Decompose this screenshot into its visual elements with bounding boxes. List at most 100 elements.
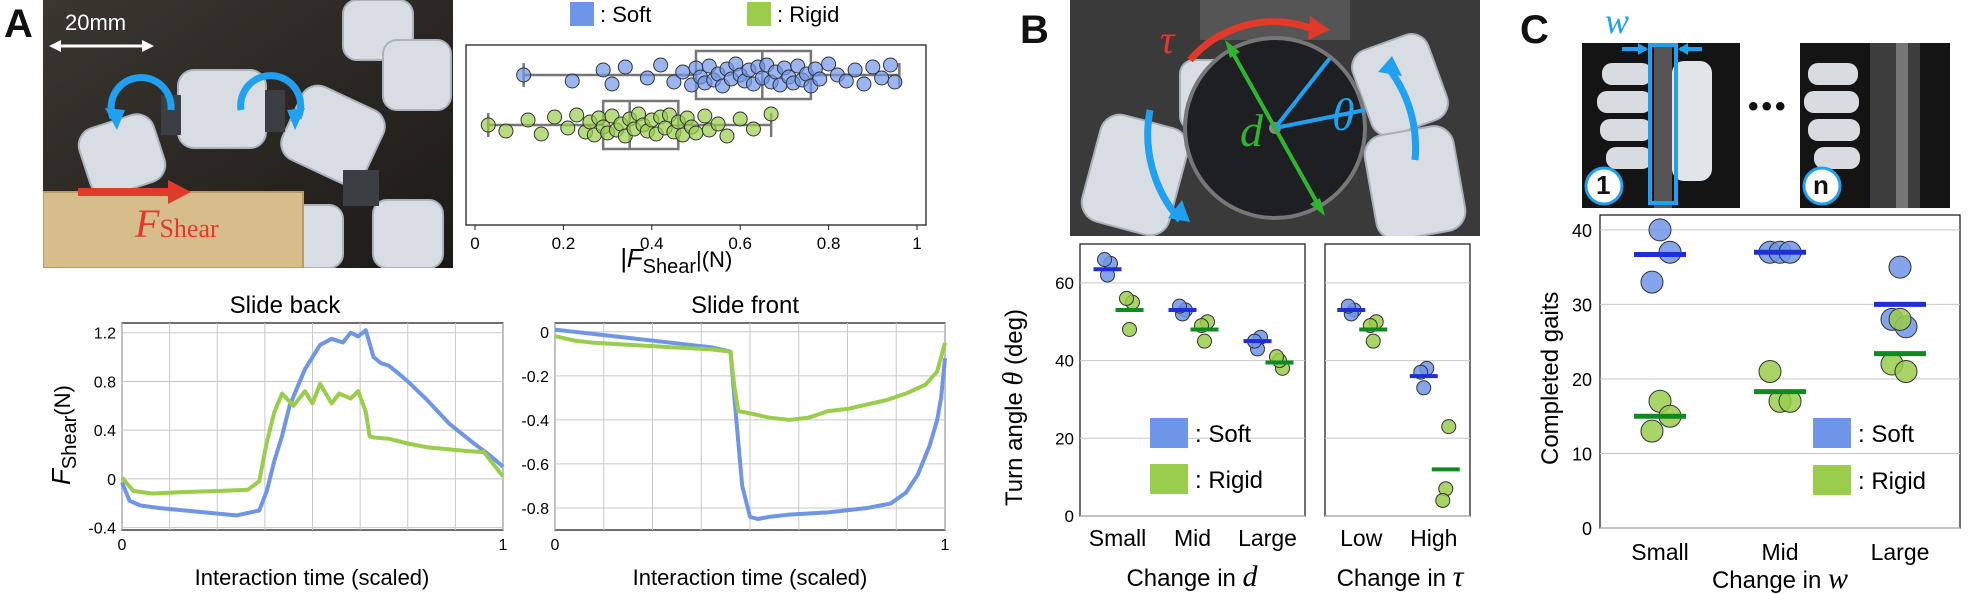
boxplot-point: [666, 74, 682, 90]
gaits-xlabel: Change in w: [1712, 562, 1848, 594]
boxplot-point: [865, 59, 881, 75]
gaits-xlabel-text: Change in: [1712, 567, 1821, 594]
boxplot-point: [516, 67, 532, 83]
diameter-arrow: [1228, 47, 1322, 209]
gaits-legend-rigid-label: : Rigid: [1858, 468, 1926, 495]
legend-rigid-swatch: [747, 2, 771, 26]
finger-joints: [161, 90, 379, 206]
rotation-arrow-right: [237, 72, 305, 120]
point-rigid: [1122, 321, 1137, 337]
xtick-label: Small: [1089, 525, 1147, 551]
gaits-xlabel-sym: w: [1828, 562, 1848, 594]
point-rigid: [1197, 333, 1212, 349]
turn-legend-rigid-swatch: [1150, 464, 1188, 494]
ytick-label: -0.2: [521, 369, 549, 386]
turn-legend-soft-swatch: [1150, 418, 1188, 448]
force-label-main: F: [135, 201, 160, 246]
turn-angle-plot-area-tau: [1324, 243, 1471, 517]
ytick-label: -0.4: [88, 521, 116, 538]
boxplot-point: [821, 56, 837, 72]
point-rigid: [1441, 419, 1457, 435]
hand-fingers-n: [1804, 63, 1860, 169]
photo-hand-large-width: n: [1800, 43, 1950, 208]
series-line-soft: [120, 328, 505, 518]
point-soft: [1648, 218, 1672, 242]
turn-xlabel-d-sym: d: [1243, 560, 1259, 593]
ytick-label: 0: [107, 472, 116, 489]
boxplot-point: [763, 106, 779, 122]
boxplot-xlabel-tail: |(N): [696, 247, 732, 272]
xtick-label: Mid: [1174, 525, 1211, 551]
ytick-label: 0: [1582, 519, 1592, 539]
xtick-label: 1: [941, 537, 950, 554]
turn-xlabel-tau-text: Change in: [1337, 565, 1446, 592]
boxplot-point: [719, 128, 735, 144]
turn-angle-ylabel-tail: (deg): [1001, 309, 1028, 365]
boxplot-point: [520, 112, 536, 128]
boxplot-point: [533, 126, 549, 142]
boxplot-xlabel-main: |F: [620, 243, 645, 273]
legend-soft-label: : Soft: [600, 2, 651, 27]
ytick-label: 0: [1065, 507, 1074, 526]
photo-c1-illustration: [1582, 43, 1740, 208]
boxplot-xtick-label: 0.2: [552, 234, 576, 253]
turn-angle-plot-area-d: [1079, 243, 1306, 517]
slide-back-xlabel: Interaction time (scaled): [195, 565, 430, 590]
turn-xlabel-tau-sym: τ: [1453, 560, 1465, 593]
ytick-label: 10: [1572, 444, 1592, 464]
ytick-label: 0.4: [94, 423, 116, 440]
boxplot-point: [882, 57, 898, 73]
force-label: FShear: [135, 200, 219, 247]
photo-a-illustration: [43, 0, 453, 268]
xtick-label: Mid: [1761, 539, 1798, 565]
slide-back-title: Slide back: [230, 292, 342, 319]
boxplot-point: [480, 117, 496, 133]
boxplot-point: [697, 108, 713, 124]
boxplot-xtick-label: 0.4: [640, 234, 664, 253]
photo-disk-rotation: τ d θ: [1070, 0, 1480, 236]
turn-legend-rigid-label: : Rigid: [1195, 467, 1263, 494]
ytick-label: 1.2: [94, 326, 116, 343]
boxplot-point: [564, 73, 580, 89]
boxplot-point: [812, 71, 828, 87]
xtick-label: High: [1410, 525, 1457, 551]
boxplot-point: [617, 59, 633, 75]
boxplot-point: [874, 70, 890, 86]
boxplot-point: [732, 111, 748, 127]
boxplot-point: [498, 123, 514, 139]
photo-soft-finger-shear: 20mm FShear: [43, 0, 453, 268]
boxplot-point: [639, 70, 655, 86]
point-rigid: [1640, 419, 1664, 443]
ytick-label: 40: [1572, 221, 1592, 241]
boxplot-point: [547, 109, 563, 125]
slide-back-ylabel-main: F: [46, 467, 76, 485]
photo-hand-small-width: 1: [1582, 43, 1740, 208]
soft-finger-segments: [77, 0, 452, 268]
svg-text:Turn angle θ (deg): Turn angle θ (deg): [998, 309, 1029, 506]
badge-n-label: n: [1813, 170, 1829, 200]
series-line-rigid: [120, 381, 505, 496]
boxplot-point: [560, 120, 576, 136]
ytick-label: 30: [1572, 295, 1592, 315]
boxplot-point: [653, 57, 669, 73]
scale-label: 20mm: [65, 10, 127, 35]
point-rigid: [1894, 360, 1918, 383]
boxplot-xtick-label: 1: [912, 234, 921, 253]
point-rigid: [1365, 333, 1381, 349]
boxplot-xlabel-sub: Shear: [643, 256, 697, 275]
panel-letter-b: B: [1020, 8, 1049, 52]
theta-label: θ: [1332, 89, 1355, 140]
point-soft: [1416, 380, 1432, 396]
svg-text:FShear(N): FShear(N): [46, 385, 81, 485]
boxplot-point: [838, 73, 854, 89]
slide-front-title: Slide front: [691, 292, 799, 319]
slide-front-xlabel: Interaction time (scaled): [633, 565, 868, 590]
badge-n: [1802, 166, 1842, 206]
ytick-label: 20: [1055, 429, 1074, 448]
boxplot-point: [688, 125, 704, 141]
point-soft: [1888, 255, 1912, 279]
turn-angle-ylabel-main: Turn angle: [1001, 392, 1028, 506]
turn-legend-soft-label: : Soft: [1195, 421, 1251, 448]
boxplot-point: [604, 76, 620, 92]
diameter-label: d: [1240, 105, 1263, 156]
